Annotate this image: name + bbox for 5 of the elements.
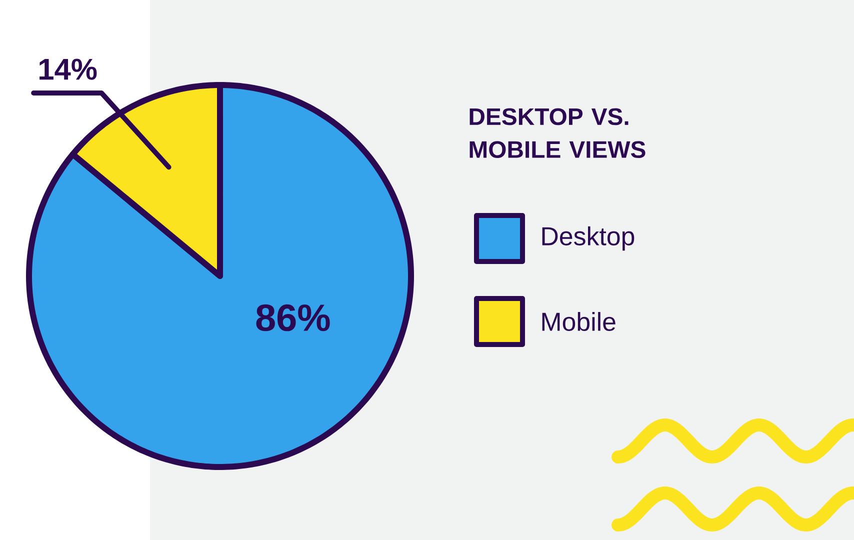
data-label: 86% — [256, 304, 330, 332]
data-label: 14% — [40, 58, 97, 80]
legend-label: Mobile — [542, 312, 616, 332]
text: DESKTOP VS. MOBILE VIEWS — [470, 108, 646, 158]
legend-label: Desktop — [542, 226, 634, 251]
